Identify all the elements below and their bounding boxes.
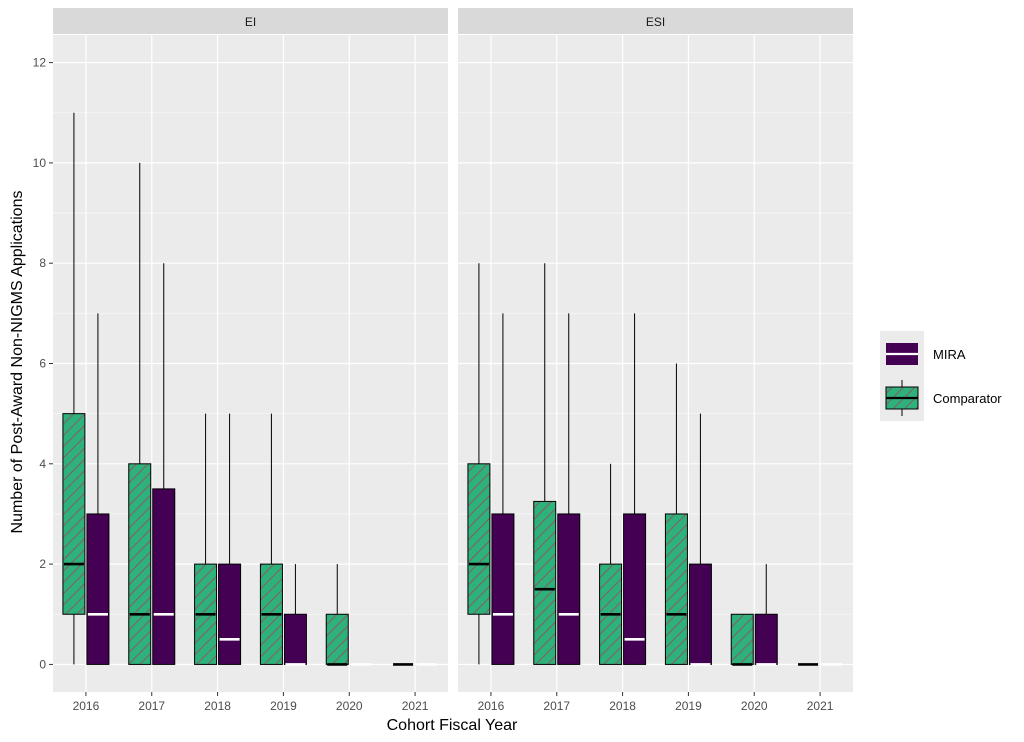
box-esi-2017-mira	[557, 313, 581, 665]
facet-strip	[53, 8, 448, 34]
x-tick-label: 2016	[73, 699, 100, 713]
box-ei-2018-mira	[218, 413, 242, 665]
y-tick-label: 10	[33, 156, 47, 170]
legend-item-mira: MIRA	[886, 343, 966, 365]
facet-strip	[458, 8, 853, 34]
x-tick-label: 2017	[138, 699, 165, 713]
box-esi-2016-mira	[491, 313, 515, 665]
box-ei-2017-comparator	[128, 162, 152, 665]
box-body	[86, 513, 110, 665]
box-ei-2018-comparator	[194, 413, 218, 665]
x-tick-label: 2018	[204, 699, 231, 713]
box-body	[152, 488, 176, 665]
box-esi-2019-comparator	[664, 363, 688, 665]
box-body	[557, 513, 581, 665]
gridlines	[53, 35, 853, 692]
box-esi-2018-mira	[623, 313, 647, 665]
y-tick-label: 4	[39, 457, 46, 471]
x-tick-label: 2020	[741, 699, 768, 713]
box-body	[533, 500, 557, 665]
axes: 2016 2017 2018 2019 2020 2021 2016 2017 2018 2019…	[33, 56, 834, 713]
y-tick-label: 0	[39, 657, 46, 671]
box-body	[491, 513, 515, 665]
x-axis-title: Cohort Fiscal Year	[387, 717, 518, 734]
box-marks	[62, 112, 843, 666]
legend: MIRA Comparator	[880, 331, 1002, 421]
box-ei-2016-mira	[86, 313, 110, 665]
box-ei-2019-mira	[283, 564, 307, 666]
box-body	[218, 563, 242, 665]
y-tick-label: 8	[39, 256, 46, 270]
x-tick-label: 2017	[543, 699, 570, 713]
box-body	[467, 463, 491, 615]
y-tick-label: 6	[39, 357, 46, 371]
box-esi-2016-comparator	[467, 263, 491, 665]
facet-strip-label: EI	[245, 15, 256, 29]
y-tick-label: 12	[33, 56, 47, 70]
box-body	[730, 613, 754, 665]
x-tick-label: 2018	[609, 699, 636, 713]
x-tick-label: 2021	[402, 699, 429, 713]
box-esi-2019-mira	[688, 413, 712, 666]
box-body	[754, 613, 778, 665]
y-tick-label: 2	[39, 557, 46, 571]
x-tick-label: 2021	[807, 699, 834, 713]
x-tick-label: 2016	[478, 699, 505, 713]
box-esi-2020-mira	[754, 564, 778, 666]
box-body	[128, 463, 152, 665]
box-body	[283, 613, 307, 665]
legend-label: MIRA	[933, 347, 966, 362]
facet-strip-label: ESI	[646, 15, 665, 29]
box-body	[62, 413, 86, 615]
box-esi-2017-comparator	[533, 263, 557, 665]
x-tick-label: 2020	[336, 699, 363, 713]
box-esi-2018-comparator	[599, 463, 623, 665]
box-body	[623, 513, 647, 665]
legend-item-comparator: Comparator	[885, 380, 1002, 416]
box-ei-2016-comparator	[62, 112, 86, 665]
x-tick-label: 2019	[270, 699, 297, 713]
box-ei-2019-comparator	[259, 413, 283, 665]
legend-label: Comparator	[933, 391, 1002, 406]
box-ei-2020-comparator	[325, 564, 349, 666]
box-esi-2020-comparator	[730, 613, 754, 666]
box-ei-2017-mira	[152, 263, 176, 665]
box-body	[688, 563, 712, 665]
x-tick-label: 2019	[675, 699, 702, 713]
y-axis-title: Number of Post-Award Non-NIGMS Applicati…	[9, 191, 26, 534]
box-body	[325, 613, 349, 665]
box-body	[664, 513, 688, 665]
